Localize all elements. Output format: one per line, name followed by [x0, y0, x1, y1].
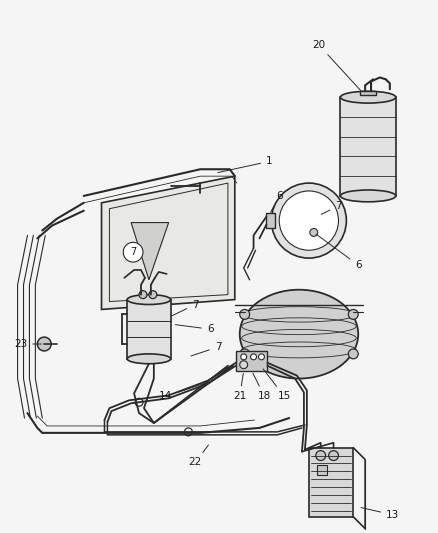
Circle shape — [37, 337, 51, 351]
Circle shape — [239, 310, 249, 319]
Text: 1: 1 — [217, 156, 272, 173]
Polygon shape — [316, 465, 326, 475]
Text: 22: 22 — [188, 445, 208, 467]
Text: 15: 15 — [262, 369, 290, 401]
Polygon shape — [235, 351, 267, 370]
Text: 7: 7 — [171, 300, 198, 316]
Circle shape — [240, 354, 246, 360]
Circle shape — [348, 310, 357, 319]
Ellipse shape — [340, 91, 395, 103]
Circle shape — [315, 450, 325, 461]
Text: 21: 21 — [233, 374, 246, 401]
Circle shape — [250, 354, 256, 360]
Text: 13: 13 — [360, 507, 399, 520]
Circle shape — [148, 290, 156, 298]
Circle shape — [239, 361, 247, 369]
Text: 20: 20 — [311, 40, 360, 91]
Ellipse shape — [239, 290, 357, 378]
Polygon shape — [101, 176, 234, 310]
Text: 18: 18 — [252, 373, 270, 401]
Circle shape — [328, 450, 338, 461]
Circle shape — [279, 191, 338, 250]
Text: 14: 14 — [159, 382, 207, 401]
Circle shape — [271, 183, 346, 258]
Ellipse shape — [127, 295, 170, 304]
Text: 23: 23 — [14, 339, 41, 349]
Text: 6: 6 — [270, 191, 282, 212]
Circle shape — [123, 243, 143, 262]
Text: 6: 6 — [175, 324, 213, 334]
Polygon shape — [340, 97, 395, 196]
Circle shape — [239, 349, 249, 359]
Polygon shape — [266, 213, 275, 229]
Circle shape — [139, 290, 147, 298]
Polygon shape — [131, 223, 168, 280]
Polygon shape — [127, 300, 170, 359]
Circle shape — [135, 398, 143, 406]
Ellipse shape — [340, 190, 395, 202]
Ellipse shape — [127, 354, 170, 364]
Text: 7: 7 — [321, 201, 341, 214]
Circle shape — [258, 354, 264, 360]
Circle shape — [348, 349, 357, 359]
Text: 7: 7 — [130, 247, 136, 257]
Circle shape — [309, 229, 317, 237]
Text: 6: 6 — [315, 234, 361, 270]
Circle shape — [184, 428, 192, 436]
Polygon shape — [359, 91, 375, 95]
Text: 7: 7 — [191, 342, 221, 356]
Polygon shape — [308, 448, 353, 517]
